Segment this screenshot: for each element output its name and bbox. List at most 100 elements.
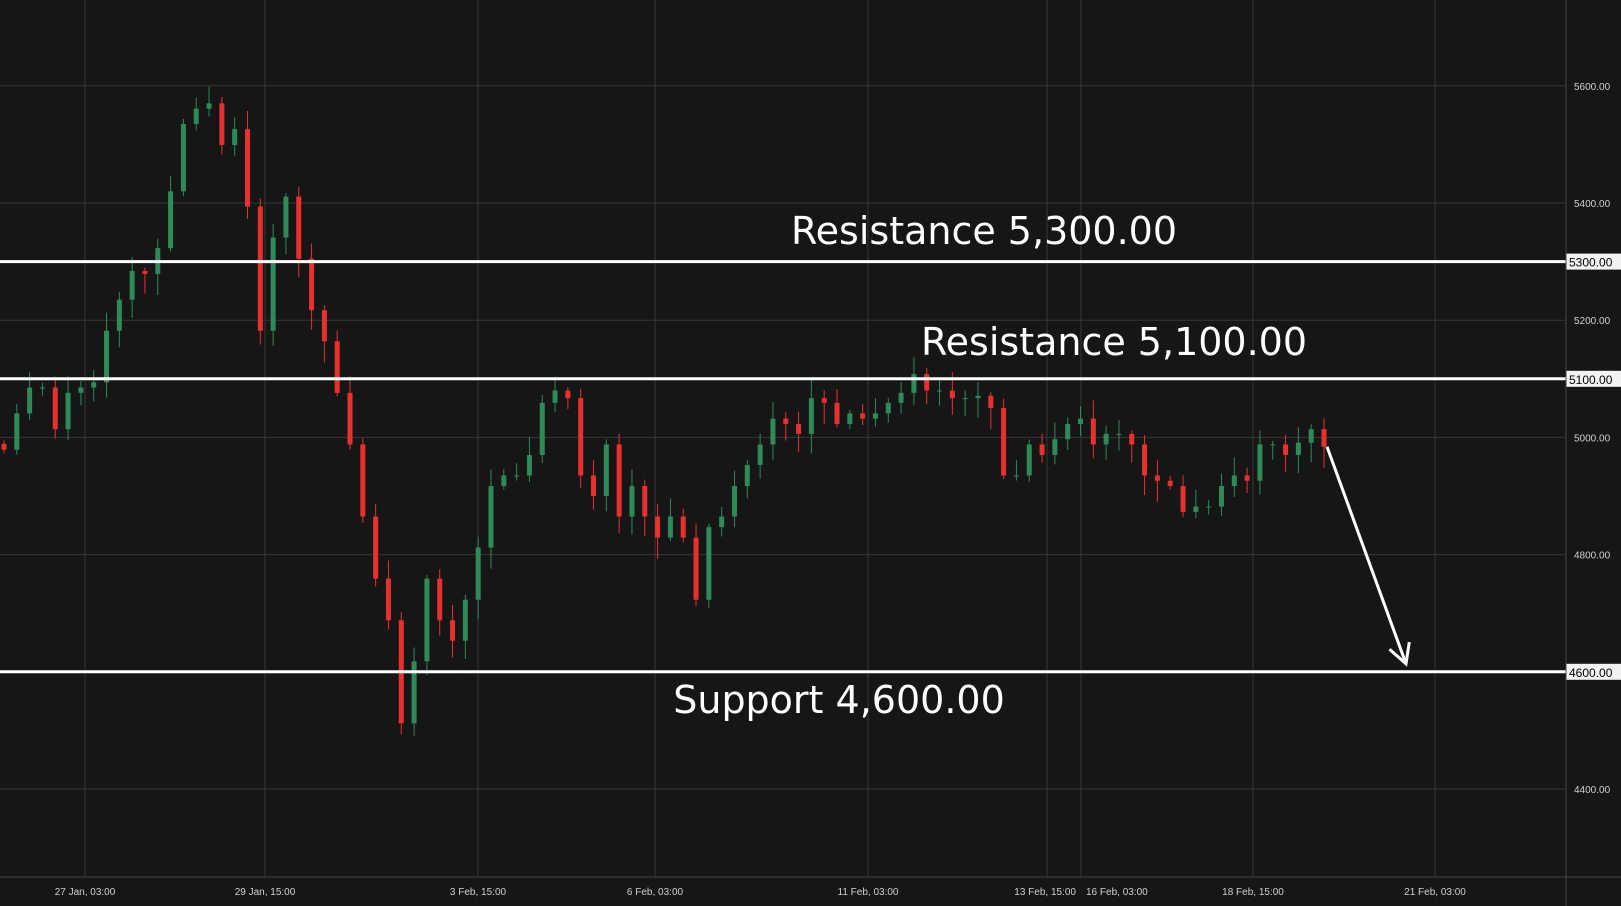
candle: [962, 390, 968, 417]
candle-body: [1180, 486, 1186, 512]
candle-body: [296, 196, 302, 259]
candle-body: [808, 398, 814, 434]
candle: [680, 508, 686, 543]
candle-body: [321, 310, 327, 342]
candle-body: [770, 418, 776, 445]
candles: [1, 86, 1327, 736]
candle: [565, 387, 571, 409]
candle-body: [1065, 423, 1071, 440]
candle: [796, 411, 802, 453]
candle: [1308, 424, 1314, 463]
candle: [232, 116, 238, 156]
candle-body: [1321, 429, 1327, 447]
candle-body: [937, 390, 943, 392]
candle: [296, 187, 302, 277]
candle-body: [924, 374, 930, 391]
candle-body: [949, 390, 955, 399]
candle: [168, 176, 174, 252]
time-tick-label: 6 Feb, 03:00: [627, 887, 684, 898]
candle: [180, 118, 186, 197]
candle-body: [1078, 418, 1084, 424]
candle: [501, 469, 507, 490]
candle-body: [539, 402, 545, 455]
time-tick-label: 29 Jan, 15:00: [235, 887, 296, 898]
candle: [821, 390, 827, 424]
candle: [437, 569, 443, 636]
candle-body: [168, 191, 174, 249]
candle: [655, 504, 661, 559]
candle-body: [334, 341, 340, 393]
candle: [1321, 418, 1327, 468]
candle: [1078, 406, 1084, 437]
candle-body: [603, 444, 609, 496]
candle-body: [1231, 475, 1237, 487]
candle: [642, 479, 648, 537]
candle-body: [373, 516, 379, 579]
candle-body: [988, 395, 994, 409]
candle-body: [180, 123, 186, 192]
candle: [872, 398, 878, 427]
candle-body: [629, 486, 635, 517]
candle: [142, 267, 148, 294]
candle-body: [450, 620, 456, 641]
time-tick-label: 27 Jan, 03:00: [55, 887, 116, 898]
price-tick-label: 5400.00: [1574, 199, 1611, 210]
candle: [860, 403, 866, 426]
candle-body: [898, 392, 904, 403]
candle-body: [1244, 475, 1250, 481]
candle: [526, 436, 532, 482]
candle-body: [655, 516, 661, 538]
candle: [193, 97, 199, 131]
candle: [1167, 475, 1173, 490]
candle: [552, 376, 558, 413]
arrow-head-icon: [1388, 641, 1411, 667]
candle-body: [1142, 444, 1148, 476]
candle: [385, 560, 391, 630]
time-tick-label: 18 Feb, 15:00: [1222, 887, 1284, 898]
candle-body: [219, 103, 225, 145]
candle: [283, 193, 289, 255]
candle: [1103, 425, 1109, 460]
price-tick-label: 4800.00: [1574, 551, 1611, 562]
candle: [206, 86, 212, 117]
candle: [1283, 435, 1289, 472]
candle: [591, 460, 597, 510]
candle-body: [1090, 418, 1096, 445]
candle-body: [1013, 475, 1019, 477]
candle-body: [52, 387, 58, 430]
candle: [155, 238, 161, 296]
candle: [1180, 475, 1186, 517]
candle: [78, 381, 84, 406]
candle-body: [975, 395, 981, 399]
price-tick-label: 5200.00: [1574, 316, 1611, 327]
candle: [65, 376, 71, 441]
candle-body: [1206, 506, 1212, 508]
candle: [975, 382, 981, 418]
candle-body: [104, 330, 110, 383]
candle-body: [232, 129, 238, 145]
candle-body: [1039, 444, 1045, 455]
candle-body: [1026, 444, 1032, 476]
price-tick-label: 4400.00: [1574, 785, 1611, 796]
candle: [1026, 439, 1032, 482]
candle: [334, 330, 340, 397]
candle: [116, 291, 122, 348]
candle-body: [911, 374, 917, 393]
candle-body: [462, 599, 468, 641]
candle: [578, 388, 584, 488]
time-tick-label: 11 Feb, 03:00: [838, 887, 899, 898]
candle: [39, 382, 45, 396]
candle-body: [885, 402, 891, 414]
candle-body: [667, 516, 673, 538]
candle: [475, 536, 481, 620]
candle-body: [565, 390, 571, 399]
candle: [1116, 420, 1122, 451]
candle: [616, 433, 622, 534]
candle: [1, 440, 7, 454]
candle-body: [65, 392, 71, 430]
candle: [270, 223, 276, 346]
candle-body: [347, 392, 353, 445]
candle-body: [385, 578, 391, 621]
support-label: Support 4,600.00: [673, 678, 1005, 722]
level-axis-badge: [1566, 253, 1621, 270]
